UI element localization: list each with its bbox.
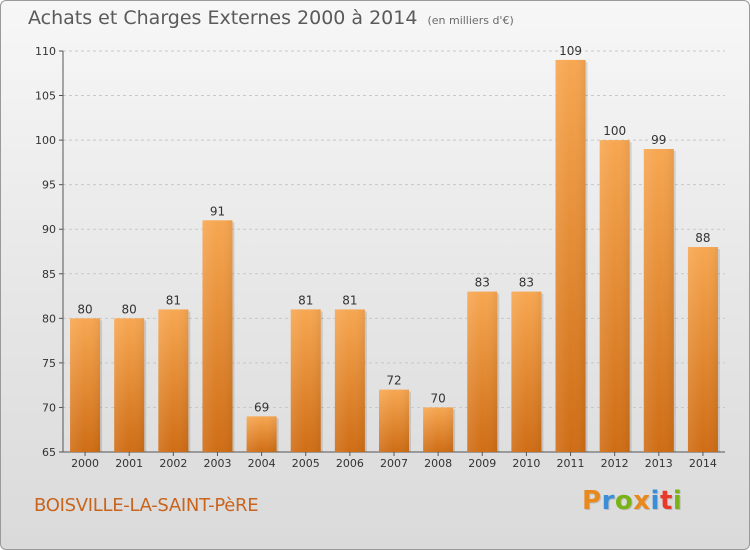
y-tick-label: 70 [42, 401, 56, 414]
bar-highlight [643, 149, 674, 452]
proxiti-logo: Proxiti [582, 486, 682, 516]
bar-highlight [70, 318, 101, 452]
x-tick-label: 2009 [468, 457, 496, 470]
data-label: 83 [475, 276, 490, 290]
data-label: 69 [254, 400, 269, 414]
x-tick-label: 2011 [557, 457, 585, 470]
town-name: BOISVILLE-LA-SAINT-PèRE [34, 495, 259, 516]
x-tick-label: 2005 [292, 457, 320, 470]
chart-subtitle: (en milliers d'€) [427, 14, 514, 27]
x-tick-label: 2006 [336, 457, 364, 470]
bar-highlight [378, 389, 410, 452]
chart-title-text: Achats et Charges Externes 2000 à 2014 [28, 7, 418, 29]
logo-letter: P [582, 486, 602, 516]
data-label: 81 [342, 293, 357, 307]
logo-letter: o [614, 486, 634, 516]
data-label: 80 [77, 302, 92, 316]
x-tick-label: 2014 [689, 457, 717, 470]
bar-highlight [114, 318, 145, 452]
y-tick-label: 110 [35, 45, 56, 58]
data-label: 99 [651, 133, 666, 147]
bar-highlight [423, 407, 454, 452]
x-tick-label: 2013 [645, 457, 673, 470]
y-tick-label: 80 [42, 312, 56, 325]
chart-title: Achats et Charges Externes 2000 à 2014 (e… [28, 7, 514, 29]
bar-highlight [158, 309, 189, 452]
logo-letter: r [601, 486, 615, 516]
logo-letter: t [659, 486, 673, 516]
data-label: 91 [210, 204, 225, 218]
bar-highlight [555, 59, 586, 453]
y-tick-label: 95 [42, 179, 56, 192]
x-tick-label: 2003 [203, 457, 231, 470]
x-tick-label: 2001 [115, 457, 143, 470]
y-tick-label: 100 [35, 134, 56, 147]
data-label: 70 [430, 391, 445, 405]
data-label: 81 [298, 293, 313, 307]
x-tick-label: 2010 [512, 457, 540, 470]
data-label: 80 [122, 302, 137, 316]
y-tick-label: 85 [42, 268, 56, 281]
logo-letter: i [672, 486, 683, 516]
data-label: 72 [386, 374, 401, 388]
y-tick-label: 105 [35, 90, 56, 103]
x-tick-label: 2004 [248, 457, 276, 470]
bar-highlight [467, 291, 498, 452]
bar-highlight [202, 220, 233, 452]
logo-letter: x [633, 486, 651, 516]
x-tick-label: 2012 [601, 457, 629, 470]
data-label: 83 [519, 276, 534, 290]
y-tick-label: 90 [42, 223, 56, 236]
data-label: 81 [166, 293, 181, 307]
bar-highlight [290, 309, 321, 452]
x-tick-label: 2008 [424, 457, 452, 470]
logo-letter: i [650, 486, 660, 516]
bar-highlight [511, 291, 542, 452]
y-tick-label: 75 [42, 357, 56, 370]
data-label: 100 [603, 124, 626, 138]
data-label: 109 [559, 44, 582, 58]
x-tick-label: 2007 [380, 457, 408, 470]
data-label: 88 [695, 231, 710, 245]
bar-highlight [334, 309, 365, 452]
bar-highlight [246, 416, 277, 452]
x-tick-label: 2002 [159, 457, 187, 470]
bar-highlight [687, 247, 718, 452]
y-tick-label: 65 [42, 446, 56, 459]
x-tick-label: 2000 [71, 457, 99, 470]
bar-highlight [599, 140, 630, 452]
